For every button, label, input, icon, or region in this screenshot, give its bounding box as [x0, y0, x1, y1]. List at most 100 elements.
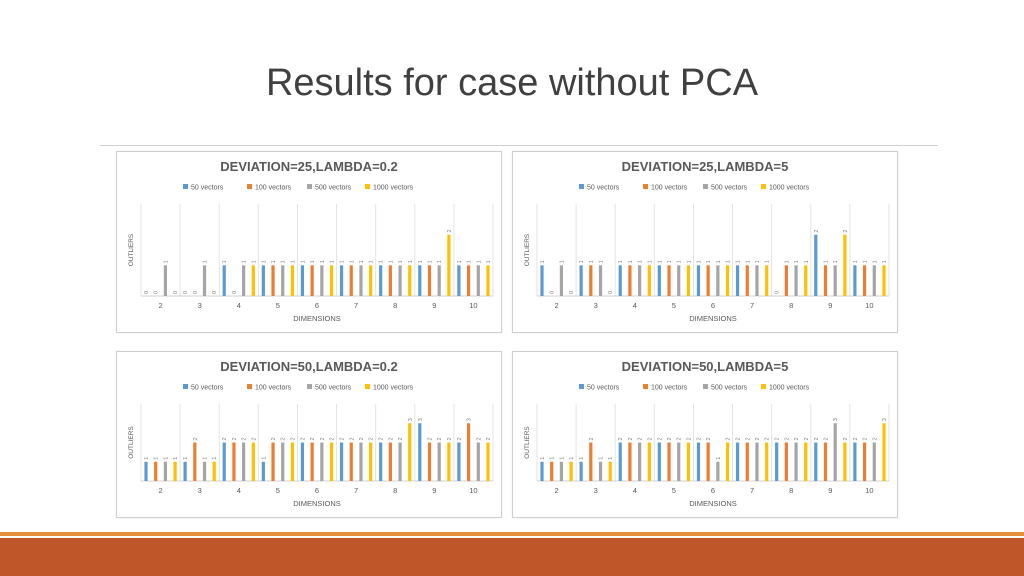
data-label: 3	[467, 418, 473, 421]
data-label: 1	[833, 260, 839, 263]
x-tick-label: 2	[158, 301, 162, 310]
legend-item: 500 vectors	[703, 384, 748, 392]
data-label: 2	[628, 437, 634, 440]
data-label: 1	[300, 260, 306, 263]
data-label: 0	[212, 291, 218, 294]
data-label: 2	[242, 437, 248, 440]
legend-label: 500 vectors	[315, 185, 352, 192]
data-label: 0	[193, 291, 199, 294]
bar	[823, 442, 828, 481]
bar	[476, 442, 480, 481]
data-label: 1	[559, 457, 565, 460]
data-label: 1	[144, 457, 150, 460]
bar	[281, 442, 285, 481]
bar	[667, 442, 671, 481]
legend-label: 50 vectors	[191, 185, 224, 192]
legend-item: 500 vectors	[307, 184, 352, 192]
legend-swatch	[247, 184, 252, 189]
bar	[427, 265, 432, 296]
legend-item: 1000 vectors	[761, 384, 810, 392]
bar	[437, 442, 441, 481]
data-label: 1	[823, 260, 829, 263]
data-label: 2	[290, 437, 296, 440]
legend-item: 50 vectors	[579, 184, 620, 192]
bar	[457, 265, 461, 296]
data-label: 1	[242, 260, 248, 263]
bar	[369, 265, 373, 296]
x-tick-label: 8	[393, 486, 397, 495]
data-label: 2	[193, 437, 199, 440]
bar	[418, 265, 422, 296]
x-axis-label: DIMENSIONS	[689, 314, 737, 323]
data-label: 0	[154, 291, 160, 294]
data-label: 1	[457, 260, 463, 263]
chart-deviation50-lambda02: DEVIATION=50,LAMBDA=0.2 50 vectors 100 vec…	[116, 351, 502, 518]
bar	[853, 265, 857, 296]
data-label: 1	[599, 457, 605, 460]
data-label: 3	[408, 418, 414, 421]
bar	[310, 265, 314, 296]
x-tick-label: 5	[672, 486, 676, 495]
x-tick-label: 3	[594, 301, 598, 310]
data-label: 2	[775, 437, 781, 440]
legend-swatch	[643, 384, 648, 389]
x-tick-label: 4	[633, 301, 637, 310]
data-label: 2	[300, 437, 306, 440]
bar	[765, 442, 769, 481]
bar	[359, 265, 363, 296]
bar	[388, 442, 392, 481]
legend-item: 1000 vectors	[365, 184, 414, 192]
data-label: 2	[310, 437, 316, 440]
bar	[261, 265, 265, 296]
legend-swatch	[579, 384, 584, 389]
bar	[862, 265, 867, 296]
data-label: 2	[251, 437, 257, 440]
bar	[408, 423, 412, 481]
bar	[466, 423, 471, 481]
legend-item: 500 vectors	[307, 384, 352, 392]
legend-swatch	[703, 184, 708, 189]
bar	[735, 265, 740, 296]
data-label: 1	[359, 260, 365, 263]
data-label: 1	[203, 260, 209, 263]
data-label: 2	[647, 437, 653, 440]
x-tick-label: 8	[789, 301, 793, 310]
data-label: 1	[212, 457, 218, 460]
bar	[300, 442, 305, 481]
data-label: 1	[154, 457, 160, 460]
data-label: 1	[579, 260, 585, 263]
data-label: 2	[349, 437, 355, 440]
data-label: 1	[418, 260, 424, 263]
bar	[173, 461, 177, 481]
legend-label: 1000 vectors	[769, 185, 810, 192]
legend-swatch	[307, 384, 312, 389]
data-label: 1	[173, 457, 179, 460]
data-label: 1	[686, 260, 692, 263]
x-tick-label: 6	[711, 486, 715, 495]
data-label: 2	[755, 437, 761, 440]
x-tick-label: 9	[432, 301, 436, 310]
legend-label: 500 vectors	[315, 385, 352, 392]
chart-deviation25-lambda02: DEVIATION=25,LAMBDA=0.2 50 vectors 100 vec…	[116, 151, 502, 333]
bar	[579, 265, 583, 296]
bar	[657, 442, 661, 481]
x-tick-label: 8	[789, 486, 793, 495]
data-label: 1	[559, 260, 565, 263]
bar	[814, 234, 818, 296]
bar	[814, 442, 818, 481]
bar	[540, 265, 544, 296]
bar	[804, 442, 808, 481]
data-label: 1	[379, 260, 385, 263]
data-label: 1	[550, 457, 556, 460]
legend-item: 100 vectors	[643, 384, 688, 392]
legend-label: 100 vectors	[651, 385, 688, 392]
data-label: 1	[408, 260, 414, 263]
bar	[618, 265, 622, 296]
data-label: 1	[804, 260, 810, 263]
data-label: 2	[589, 437, 595, 440]
bar	[447, 442, 451, 481]
bar	[222, 442, 226, 481]
bar	[281, 265, 285, 296]
legend-label: 50 vectors	[587, 385, 620, 392]
bar	[144, 461, 148, 481]
